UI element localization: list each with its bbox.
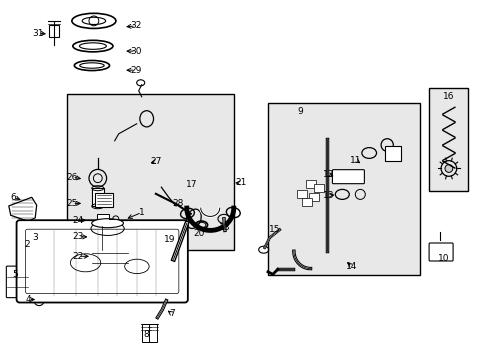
Text: 11: 11 [349, 156, 361, 165]
Text: 26: 26 [66, 173, 78, 181]
Text: 29: 29 [130, 66, 142, 75]
FancyBboxPatch shape [428, 243, 452, 261]
Text: 21: 21 [234, 178, 246, 187]
Bar [92, 188, 103, 206]
FancyBboxPatch shape [91, 235, 129, 282]
Text: 23: 23 [72, 233, 84, 242]
Bar [142, 324, 149, 342]
Ellipse shape [92, 219, 123, 228]
Text: 32: 32 [130, 22, 142, 31]
Text: 5: 5 [13, 270, 19, 279]
Text: 30: 30 [130, 46, 142, 55]
Bar [49, 24, 59, 37]
Text: 25: 25 [66, 199, 78, 208]
Text: 24: 24 [72, 216, 84, 225]
Text: 3: 3 [32, 233, 38, 242]
Text: 28: 28 [172, 199, 184, 208]
Text: 4: 4 [25, 295, 31, 304]
Text: 12: 12 [322, 170, 334, 179]
Text: 17: 17 [185, 180, 197, 189]
Text: 16: 16 [442, 92, 454, 101]
Bar [97, 230, 106, 242]
Bar [267, 103, 419, 275]
Text: 22: 22 [72, 252, 84, 261]
Bar [67, 94, 233, 250]
Bar [97, 214, 108, 224]
Bar [95, 193, 112, 207]
Text: 20: 20 [193, 229, 205, 238]
Bar [428, 88, 468, 191]
Text: 7: 7 [169, 310, 175, 319]
Bar [302, 198, 311, 206]
Bar [308, 193, 318, 201]
Bar [148, 324, 156, 342]
Bar [30, 240, 38, 245]
Text: 1: 1 [139, 208, 144, 217]
Circle shape [444, 165, 452, 172]
FancyBboxPatch shape [6, 266, 29, 298]
Text: 31: 31 [32, 29, 44, 37]
FancyBboxPatch shape [17, 220, 187, 302]
Text: 10: 10 [437, 254, 449, 263]
Bar [385, 146, 400, 161]
Text: 2: 2 [24, 240, 30, 249]
Bar [305, 180, 315, 188]
Bar [297, 190, 306, 198]
Text: 9: 9 [297, 107, 303, 116]
FancyBboxPatch shape [332, 170, 364, 184]
Text: 19: 19 [164, 235, 176, 244]
Text: 13: 13 [322, 191, 334, 199]
Text: 8: 8 [143, 330, 149, 339]
Text: 15: 15 [268, 225, 280, 234]
Text: 6: 6 [11, 193, 17, 202]
Text: 18: 18 [219, 223, 230, 232]
Text: 27: 27 [150, 157, 162, 166]
Bar [313, 184, 323, 192]
Bar [28, 248, 39, 254]
Text: 14: 14 [346, 262, 357, 271]
